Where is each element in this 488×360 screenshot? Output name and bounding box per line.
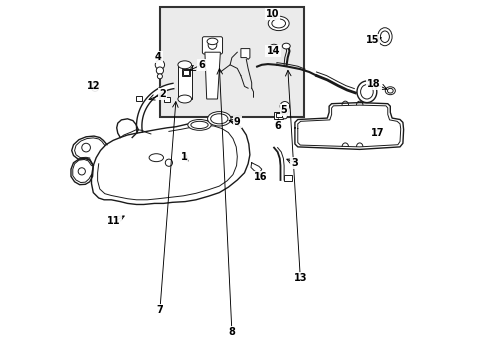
Ellipse shape bbox=[380, 31, 388, 42]
Ellipse shape bbox=[385, 87, 394, 95]
Bar bbox=[136, 96, 142, 101]
Bar bbox=[284, 175, 291, 181]
Text: 16: 16 bbox=[253, 172, 267, 182]
Text: 3: 3 bbox=[291, 158, 298, 168]
Ellipse shape bbox=[377, 28, 391, 46]
Circle shape bbox=[78, 168, 85, 175]
Ellipse shape bbox=[271, 19, 285, 28]
Ellipse shape bbox=[91, 81, 99, 91]
Text: 13: 13 bbox=[293, 273, 306, 283]
Bar bbox=[275, 113, 281, 117]
Text: 1: 1 bbox=[180, 152, 187, 162]
Ellipse shape bbox=[282, 43, 289, 49]
Circle shape bbox=[155, 60, 164, 69]
Polygon shape bbox=[204, 52, 220, 99]
Bar bbox=[183, 70, 189, 75]
Text: 5: 5 bbox=[280, 105, 287, 115]
Bar bbox=[274, 112, 283, 119]
Bar bbox=[178, 65, 191, 99]
Circle shape bbox=[280, 102, 289, 111]
Polygon shape bbox=[72, 136, 107, 166]
Ellipse shape bbox=[207, 112, 230, 126]
Circle shape bbox=[281, 108, 288, 115]
Ellipse shape bbox=[356, 81, 376, 103]
Ellipse shape bbox=[360, 85, 372, 99]
Polygon shape bbox=[136, 83, 173, 133]
Text: 4: 4 bbox=[154, 52, 161, 62]
Ellipse shape bbox=[271, 45, 276, 49]
Polygon shape bbox=[71, 158, 93, 185]
Circle shape bbox=[208, 41, 216, 49]
Ellipse shape bbox=[93, 83, 97, 89]
Bar bbox=[182, 69, 190, 76]
Text: 11: 11 bbox=[107, 216, 121, 226]
Ellipse shape bbox=[187, 120, 211, 130]
Text: 17: 17 bbox=[370, 128, 384, 138]
Ellipse shape bbox=[269, 44, 278, 51]
Bar bbox=[160, 7, 303, 117]
Polygon shape bbox=[91, 120, 249, 204]
Text: 7: 7 bbox=[156, 305, 163, 315]
Text: 18: 18 bbox=[366, 78, 380, 89]
Text: 10: 10 bbox=[265, 9, 279, 19]
Polygon shape bbox=[294, 103, 403, 149]
Polygon shape bbox=[250, 163, 261, 173]
Circle shape bbox=[165, 159, 172, 166]
Ellipse shape bbox=[386, 89, 392, 93]
Circle shape bbox=[81, 143, 90, 152]
Bar bbox=[163, 97, 170, 102]
Text: 6: 6 bbox=[274, 121, 281, 131]
Ellipse shape bbox=[206, 38, 218, 45]
FancyBboxPatch shape bbox=[202, 37, 222, 54]
Text: 9: 9 bbox=[233, 117, 240, 127]
Text: 6: 6 bbox=[198, 60, 204, 70]
Text: 12: 12 bbox=[87, 81, 101, 91]
Circle shape bbox=[156, 67, 163, 74]
Circle shape bbox=[282, 114, 287, 119]
Text: 15: 15 bbox=[365, 35, 378, 45]
Text: 8: 8 bbox=[228, 327, 235, 337]
Circle shape bbox=[157, 74, 162, 79]
Ellipse shape bbox=[210, 114, 227, 124]
Ellipse shape bbox=[178, 61, 191, 69]
Ellipse shape bbox=[268, 16, 288, 31]
Ellipse shape bbox=[190, 121, 208, 129]
Ellipse shape bbox=[149, 154, 163, 162]
Polygon shape bbox=[241, 49, 249, 59]
Ellipse shape bbox=[178, 95, 191, 103]
Text: 14: 14 bbox=[266, 46, 280, 56]
Text: 2: 2 bbox=[159, 89, 165, 99]
